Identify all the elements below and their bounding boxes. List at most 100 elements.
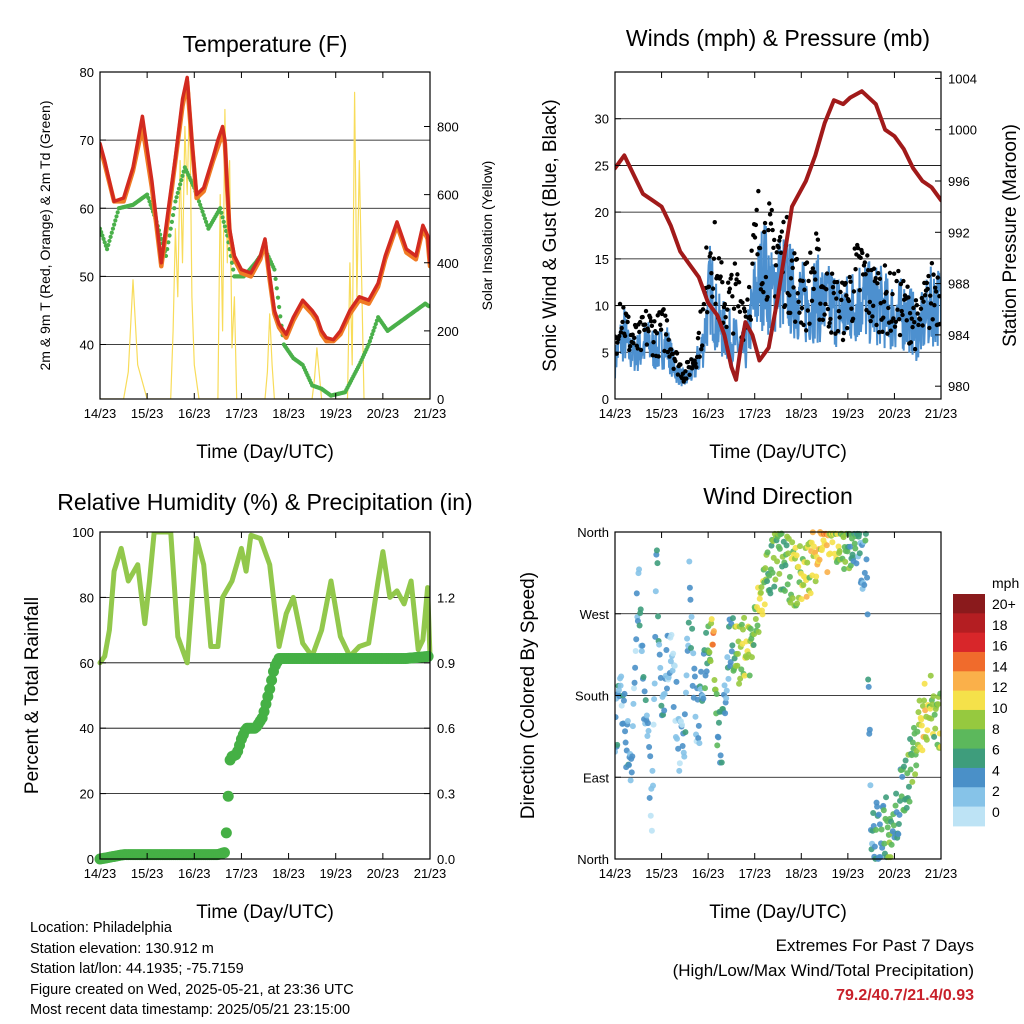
dewpoint-point xyxy=(196,199,202,204)
gust-point xyxy=(761,289,766,295)
gust-point xyxy=(831,290,836,296)
wind-direction-point xyxy=(643,712,650,719)
wind-direction-point xyxy=(798,596,805,603)
legend-swatch xyxy=(953,613,985,634)
temperature-xtick-label: 21/23 xyxy=(414,406,447,421)
winds-ylabel-right: Station Pressure (Maroon) xyxy=(1000,124,1021,347)
gust-point xyxy=(788,276,794,281)
wind-direction-point xyxy=(803,593,810,600)
wind-direction-point xyxy=(618,702,625,709)
winds-ytick-label: 5 xyxy=(602,345,609,360)
winds-ylabel-left: Sonic Wind & Gust (Blue, Black) xyxy=(540,99,561,371)
wind-direction-point xyxy=(727,659,734,666)
dewpoint-point xyxy=(198,202,203,207)
legend-swatch xyxy=(953,690,985,711)
recent-text: Most recent data timestamp: 2025/05/21 2… xyxy=(30,1002,351,1019)
humidity-panel: Relative Humidity (%) & Precipitation (i… xyxy=(22,489,473,923)
gust-point xyxy=(640,314,645,320)
dewpoint-point xyxy=(370,332,375,337)
gust-point xyxy=(815,237,821,242)
wind-direction-point xyxy=(892,802,899,809)
gust-point xyxy=(851,289,857,294)
legend-swatch xyxy=(953,787,985,808)
wind-direction-point xyxy=(863,556,870,563)
gust-point xyxy=(868,318,873,324)
wind-direction-point xyxy=(785,550,792,557)
wind_direction-xtick-label: 17/23 xyxy=(738,866,771,881)
gust-point xyxy=(787,293,792,298)
gust-point xyxy=(736,280,742,285)
dewpoint-point xyxy=(104,247,110,252)
wind-direction-point xyxy=(861,569,868,576)
station-info: Location: Philadelphia Station elevation… xyxy=(30,918,354,1021)
wind-direction-point xyxy=(729,642,736,649)
winds-ytick-label: 25 xyxy=(595,158,609,173)
winds-xtick-label: 16/23 xyxy=(692,406,725,421)
humidity-xtick-label: 20/23 xyxy=(367,866,400,881)
gust-point xyxy=(737,309,743,314)
gust-point xyxy=(898,281,904,287)
gust-point xyxy=(755,252,760,257)
gust-point xyxy=(916,322,921,328)
wind-direction-point xyxy=(681,711,688,718)
gust-point xyxy=(638,347,644,353)
wind_direction-xtick-label: 15/23 xyxy=(645,866,678,881)
humidity-ylabel-left: Percent & Total Rainfall xyxy=(22,597,43,794)
wind-direction-point xyxy=(884,824,891,831)
gust-point xyxy=(642,327,647,333)
gust-point xyxy=(925,286,930,292)
gust-point xyxy=(789,258,795,263)
gust-point xyxy=(822,312,827,317)
wind-direction-point xyxy=(667,658,674,665)
gust-point xyxy=(627,344,633,349)
gust-point xyxy=(876,329,882,335)
wind-direction-point xyxy=(657,664,664,671)
wind-direction-point xyxy=(876,821,883,828)
extremes-box: Extremes For Past 7 Days (High/Low/Max W… xyxy=(673,933,974,1008)
gust-point xyxy=(926,273,931,279)
humidity-title: Relative Humidity (%) & Precipitation (i… xyxy=(57,489,472,515)
winds-ytick-label: 10 xyxy=(595,299,609,314)
wind-direction-point xyxy=(725,675,732,682)
gust-point xyxy=(719,260,724,265)
dewpoint-point xyxy=(231,267,236,272)
gust-point xyxy=(776,245,781,250)
humidity-xtick-label: 17/23 xyxy=(225,866,258,881)
wind-direction-point xyxy=(874,803,881,810)
temperature-xtick-label: 14/23 xyxy=(84,406,117,421)
wind-direction-point xyxy=(715,734,722,741)
wind-direction-point xyxy=(921,697,928,704)
gust-point xyxy=(809,298,815,304)
wind-direction-point xyxy=(853,560,860,567)
winds-xtick-label: 20/23 xyxy=(878,406,911,421)
wind-direction-point xyxy=(686,584,693,591)
gust-point xyxy=(701,301,707,307)
wind-direction-point xyxy=(706,649,713,656)
gust-point xyxy=(938,321,941,327)
wind_direction-ytick-label: South xyxy=(575,689,609,704)
gust-point xyxy=(674,351,680,356)
wind-direction-point xyxy=(647,753,654,760)
wind-direction-point xyxy=(669,667,676,674)
gust-point xyxy=(711,256,717,261)
dewpoint-point xyxy=(114,214,119,219)
wind-direction-point xyxy=(823,542,830,549)
wind-direction-point xyxy=(690,650,697,657)
wind-direction-point xyxy=(618,673,625,680)
gust-point xyxy=(849,306,854,311)
wind-direction-point xyxy=(871,843,878,850)
temperature-ytick-label: 80 xyxy=(80,65,94,80)
wind-direction-point xyxy=(786,573,793,580)
gust-point xyxy=(912,346,918,352)
wind-direction-point xyxy=(748,654,755,661)
gust-point xyxy=(683,369,688,374)
gust-point xyxy=(748,317,754,322)
gust-point xyxy=(758,287,764,292)
dewpoint-point xyxy=(167,233,172,238)
dewpoint-point xyxy=(106,242,111,248)
legend-label: 6 xyxy=(992,742,1000,758)
wind-direction-point xyxy=(755,628,762,635)
wind-direction-point xyxy=(703,668,710,675)
gust-point xyxy=(884,289,889,295)
wind-direction-point xyxy=(723,695,730,702)
